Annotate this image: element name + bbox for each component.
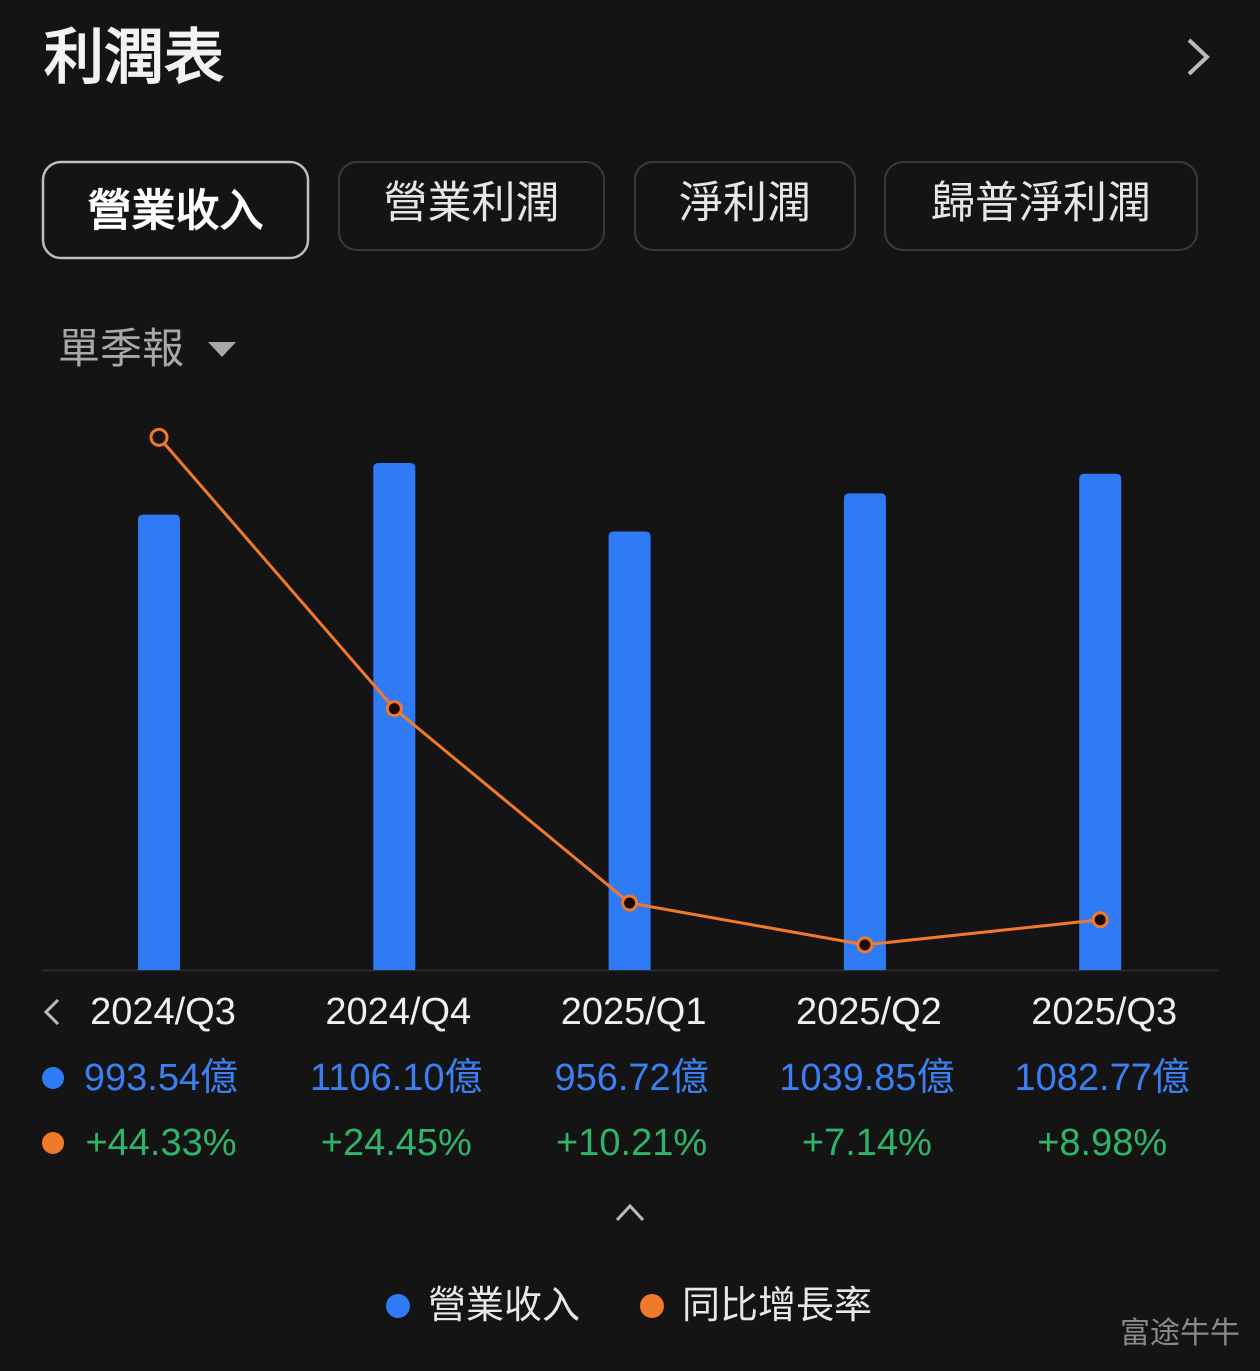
row-dot	[42, 1132, 64, 1154]
tab-bar: 營業收入 營業利潤 淨利潤 歸普淨利潤	[41, 160, 1198, 260]
legend-label[interactable]: 營業收入	[428, 1285, 580, 1327]
value-label: +10.21%	[556, 1122, 707, 1164]
value-label: 1082.77億	[1015, 1057, 1190, 1099]
value-label: 956.72億	[554, 1057, 708, 1099]
bar	[608, 531, 651, 970]
tab-label[interactable]: 營業收入	[88, 187, 264, 236]
value-label: +44.33%	[85, 1122, 236, 1164]
legend-dot[interactable]	[640, 1294, 664, 1318]
tab-button[interactable]	[41, 160, 310, 260]
period-selector[interactable]: 單季報	[58, 325, 184, 372]
page-title: 利潤表	[44, 24, 224, 91]
bar	[1079, 473, 1122, 970]
tab-label[interactable]: 歸普淨利潤	[931, 179, 1151, 228]
bar	[843, 493, 886, 970]
watermark: 富途牛牛	[1120, 1317, 1240, 1350]
scroll-left[interactable]	[43, 998, 60, 1026]
tab-button[interactable]	[634, 161, 856, 251]
line-point	[621, 894, 639, 912]
value-label: +7.14%	[802, 1122, 932, 1164]
tab-label[interactable]: 淨利潤	[679, 179, 811, 228]
x-tick-label: 2025/Q1	[561, 991, 707, 1033]
line-point	[385, 700, 403, 718]
legend-dot[interactable]	[386, 1294, 410, 1318]
value-label: 993.54億	[84, 1057, 238, 1099]
value-label: +24.45%	[321, 1122, 472, 1164]
row-dot	[42, 1067, 64, 1089]
more-arrow[interactable]	[1187, 38, 1210, 76]
x-tick-label: 2025/Q2	[796, 991, 942, 1033]
value-label: 1039.85億	[779, 1057, 954, 1099]
x-tick-label: 2024/Q3	[90, 991, 236, 1033]
tab-button[interactable]	[884, 161, 1198, 251]
tab-button[interactable]	[338, 161, 605, 251]
x-tick-label: 2025/Q3	[1031, 991, 1177, 1033]
value-label: +8.98%	[1037, 1122, 1167, 1164]
line-point	[149, 427, 169, 447]
bar	[138, 514, 180, 970]
tab-label[interactable]: 營業利潤	[384, 179, 560, 228]
x-tick-label: 2024/Q4	[325, 991, 471, 1033]
line-point	[1091, 911, 1109, 929]
dropdown-icon[interactable]	[208, 342, 236, 357]
legend-label[interactable]: 同比增長率	[682, 1285, 872, 1327]
collapse[interactable]	[615, 1203, 645, 1222]
line-point	[856, 936, 874, 954]
value-label: 1106.10億	[310, 1057, 483, 1099]
